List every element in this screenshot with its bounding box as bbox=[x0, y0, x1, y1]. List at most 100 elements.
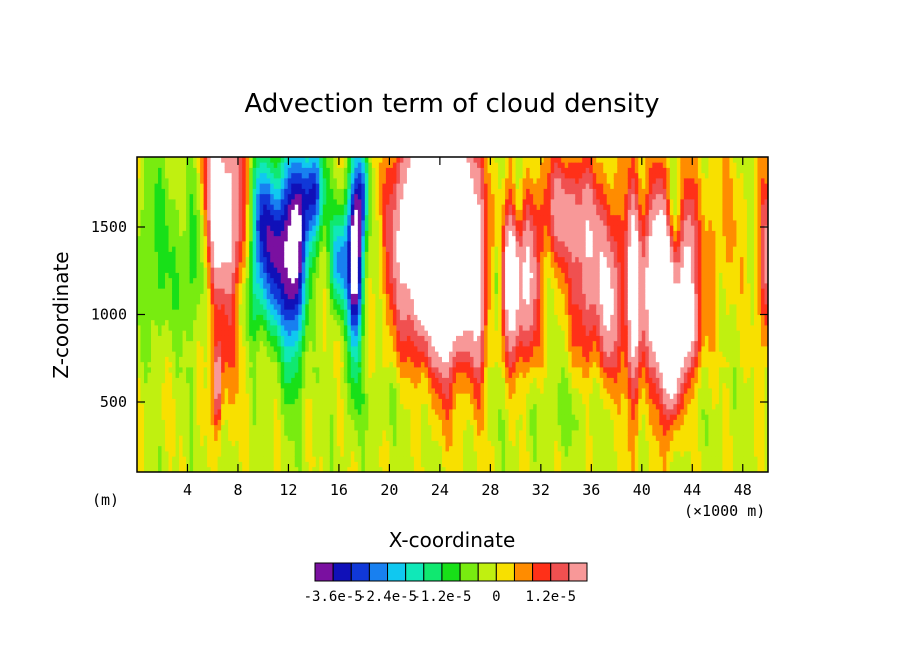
heatmap-cell bbox=[245, 162, 250, 168]
heatmap-cell bbox=[315, 409, 320, 415]
heatmap-cell bbox=[158, 157, 162, 163]
heatmap-cell bbox=[403, 193, 408, 200]
heatmap-cell bbox=[200, 440, 205, 447]
heatmap-cell bbox=[375, 340, 380, 347]
heatmap-cell bbox=[280, 214, 285, 221]
heatmap-cell bbox=[147, 319, 152, 326]
heatmap-cell bbox=[161, 382, 166, 389]
heatmap-cell bbox=[172, 398, 176, 405]
heatmap-cell bbox=[172, 193, 176, 200]
heatmap-cell bbox=[175, 199, 180, 205]
heatmap-cell bbox=[221, 283, 226, 289]
heatmap-cell bbox=[165, 193, 169, 200]
heatmap-cell bbox=[165, 367, 169, 373]
heatmap-cell bbox=[182, 440, 187, 447]
heatmap-cell bbox=[189, 398, 194, 405]
heatmap-cell bbox=[347, 435, 352, 441]
heatmap-cell bbox=[266, 377, 271, 384]
heatmap-cell bbox=[231, 209, 236, 216]
heatmap-cell bbox=[333, 298, 338, 305]
heatmap-cell bbox=[357, 403, 362, 410]
heatmap-cell bbox=[378, 382, 383, 389]
heatmap-cell bbox=[277, 372, 282, 378]
heatmap-cell bbox=[252, 235, 257, 242]
heatmap-cell bbox=[382, 409, 387, 415]
heatmap-cell bbox=[389, 424, 394, 431]
heatmap-cell bbox=[361, 220, 366, 226]
heatmap-cell bbox=[427, 393, 432, 399]
heatmap-cell bbox=[193, 393, 197, 399]
heatmap-cell bbox=[392, 304, 397, 310]
heatmap-cell bbox=[357, 183, 362, 189]
heatmap-cell bbox=[270, 157, 275, 163]
heatmap-cell bbox=[245, 230, 250, 237]
heatmap-cell bbox=[193, 162, 197, 168]
heatmap-cell bbox=[420, 419, 425, 426]
heatmap-cell bbox=[312, 435, 317, 441]
heatmap-cell bbox=[406, 178, 411, 184]
heatmap-cell bbox=[319, 214, 324, 221]
heatmap-cell bbox=[193, 309, 197, 315]
heatmap-cell bbox=[413, 356, 418, 363]
heatmap-cell bbox=[245, 204, 250, 210]
heatmap-cell bbox=[354, 356, 359, 363]
heatmap-cell bbox=[403, 325, 408, 331]
heatmap-cell bbox=[217, 204, 222, 210]
heatmap-cell bbox=[350, 430, 355, 436]
heatmap-cell bbox=[175, 304, 180, 310]
heatmap-cell bbox=[147, 382, 152, 389]
heatmap-cell bbox=[165, 272, 169, 279]
heatmap-cell bbox=[312, 466, 317, 473]
heatmap-cell bbox=[263, 188, 268, 195]
heatmap-cell bbox=[252, 325, 257, 331]
heatmap-cell bbox=[228, 204, 233, 210]
heatmap-cell bbox=[207, 430, 212, 436]
heatmap-cell bbox=[343, 314, 348, 321]
heatmap-cell bbox=[207, 251, 212, 258]
heatmap-cell bbox=[207, 183, 212, 189]
heatmap-cell bbox=[214, 430, 219, 436]
heatmap-cell bbox=[322, 309, 327, 315]
heatmap-cell bbox=[305, 199, 310, 205]
heatmap-cell bbox=[382, 251, 387, 258]
heatmap-cell bbox=[368, 435, 373, 441]
heatmap-cell bbox=[280, 304, 285, 310]
heatmap-cell bbox=[329, 157, 334, 163]
heatmap-cell bbox=[343, 319, 348, 326]
heatmap-cell bbox=[242, 283, 247, 289]
heatmap-cell bbox=[263, 309, 268, 315]
heatmap-cell bbox=[354, 256, 359, 263]
heatmap-cell bbox=[417, 319, 422, 326]
heatmap-cell bbox=[305, 157, 310, 163]
heatmap-cell bbox=[392, 241, 397, 247]
heatmap-cell bbox=[287, 188, 292, 195]
heatmap-cell bbox=[357, 440, 362, 447]
heatmap-cell bbox=[182, 409, 187, 415]
heatmap-cell bbox=[158, 167, 162, 174]
heatmap-cell bbox=[144, 272, 148, 279]
heatmap-cell bbox=[196, 356, 201, 363]
heatmap-cell bbox=[217, 377, 222, 384]
heatmap-cell bbox=[238, 335, 243, 342]
heatmap-cell bbox=[378, 340, 383, 347]
heatmap-cell bbox=[221, 456, 226, 462]
heatmap-cell bbox=[238, 409, 243, 415]
heatmap-cell bbox=[315, 157, 320, 163]
heatmap-cell bbox=[354, 382, 359, 389]
heatmap-cell bbox=[406, 157, 411, 163]
heatmap-cell bbox=[196, 466, 201, 473]
heatmap-cell bbox=[319, 283, 324, 289]
heatmap-cell bbox=[186, 440, 190, 447]
heatmap-cell bbox=[217, 335, 222, 342]
heatmap-cell bbox=[168, 188, 173, 195]
heatmap-cell bbox=[403, 172, 408, 179]
heatmap-cell bbox=[207, 167, 212, 174]
heatmap-cell bbox=[329, 256, 334, 263]
heatmap-cell bbox=[179, 382, 183, 389]
heatmap-cell bbox=[228, 162, 233, 168]
heatmap-cell bbox=[228, 199, 233, 205]
heatmap-cell bbox=[175, 398, 180, 405]
heatmap-cell bbox=[263, 398, 268, 405]
heatmap-cell bbox=[364, 162, 369, 168]
heatmap-cell bbox=[375, 183, 380, 189]
